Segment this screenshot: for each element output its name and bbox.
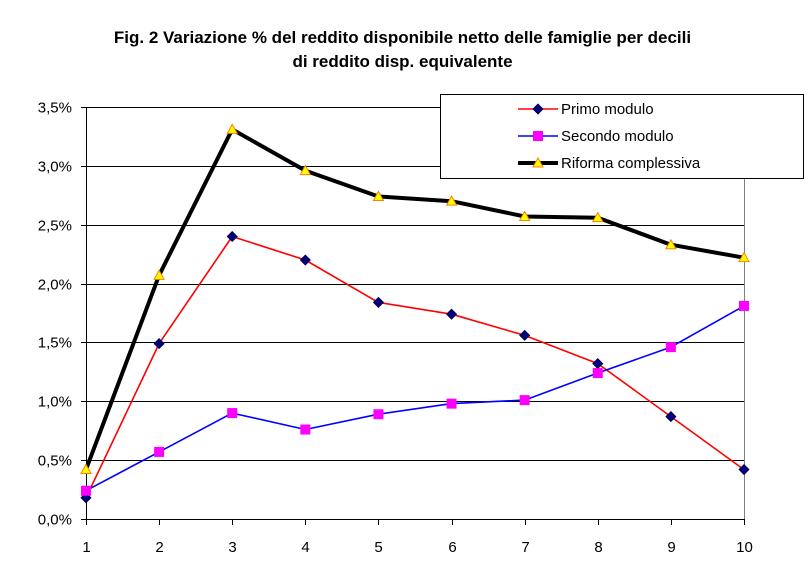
- data-point-secondo-modulo-7: [519, 395, 530, 406]
- legend-label-riforma-complessiva: Riforma complessiva: [561, 155, 701, 172]
- data-point-primo-modulo-9: [665, 411, 677, 423]
- legend-marker-riforma-complessiva: [532, 156, 544, 168]
- series-lines: [84, 127, 745, 499]
- y-tick-label-7: 3,5%: [38, 100, 72, 117]
- data-point-riforma-complessiva-1: [80, 463, 92, 475]
- legend-marker-secondo-modulo: [533, 131, 543, 141]
- data-point-primo-modulo-6: [445, 308, 458, 320]
- data-point-secondo-modulo-4: [300, 424, 311, 435]
- data-point-primo-modulo-5: [372, 296, 385, 308]
- data-point-secondo-modulo-3: [227, 408, 238, 419]
- legend-label-primo-modulo: Primo modulo: [561, 101, 654, 118]
- data-point-riforma-complessiva-8: [591, 211, 604, 223]
- legend-label-secondo-modulo: Secondo modulo: [561, 128, 674, 145]
- legend-marker-primo-modulo: [532, 103, 544, 115]
- data-point-secondo-modulo-2: [154, 446, 165, 457]
- series-line-riforma-complessiva: [84, 127, 745, 471]
- y-axis-ticks: 0,0% 0,5% 1,0% 1,5% 2,0% 2,5% 3,0% 3,5%: [38, 100, 86, 529]
- y-tick-label-0: 0,0%: [38, 512, 72, 529]
- data-point-secondo-modulo-9: [665, 342, 676, 353]
- x-tick-label-5: 6: [448, 539, 456, 556]
- x-tick-label-7: 8: [594, 539, 602, 556]
- y-tick-label-1: 0,5%: [38, 453, 72, 470]
- chart-title-line-2: di reddito disp. equivalente: [292, 52, 513, 71]
- y-tick-label-6: 3,0%: [38, 159, 72, 176]
- chart-title-line-1: Fig. 2 Variazione % del reddito disponib…: [113, 28, 692, 47]
- data-point-primo-modulo-7: [519, 329, 531, 341]
- data-point-riforma-complessiva-9: [665, 238, 677, 250]
- data-point-riforma-complessiva-6: [445, 195, 458, 206]
- y-tick-label-5: 2,5%: [38, 218, 72, 235]
- data-point-secondo-modulo-10: [739, 300, 749, 311]
- series-line-primo-modulo: [85, 235, 745, 499]
- data-point-riforma-complessiva-4: [299, 164, 312, 176]
- legend-box: [440, 94, 804, 179]
- data-point-riforma-complessiva-7: [518, 210, 531, 221]
- data-point-riforma-complessiva-5: [372, 190, 385, 201]
- y-tick-label-4: 2,0%: [38, 277, 72, 294]
- data-point-secondo-modulo-5: [373, 409, 384, 420]
- x-tick-label-9: 10: [736, 539, 753, 556]
- x-tick-label-0: 1: [82, 539, 90, 556]
- x-tick-label-4: 5: [374, 539, 382, 556]
- x-tick-label-8: 9: [667, 539, 675, 556]
- data-point-primo-modulo-2: [153, 338, 165, 350]
- x-tick-label-1: 2: [155, 539, 163, 556]
- data-point-secondo-modulo-8: [592, 368, 603, 379]
- y-tick-label-2: 1,0%: [38, 394, 72, 411]
- x-tick-label-3: 4: [301, 539, 309, 556]
- chart-title: Fig. 2 Variazione % del reddito disponib…: [0, 26, 805, 74]
- legend: Primo modulo Secondo modulo Riforma comple…: [440, 94, 804, 179]
- data-point-primo-modulo-3: [226, 230, 238, 243]
- data-point-primo-modulo-10: [738, 463, 750, 476]
- y-tick-label-3: 1,5%: [38, 335, 72, 352]
- data-point-riforma-complessiva-3: [226, 123, 239, 134]
- data-point-secondo-modulo-1: [81, 485, 91, 496]
- data-point-riforma-complessiva-10: [738, 251, 750, 263]
- data-point-secondo-modulo-6: [446, 398, 457, 409]
- data-point-riforma-complessiva-2: [153, 269, 165, 280]
- series-markers: [80, 123, 750, 504]
- x-axis-ticks: 1 2 3 4 5 6 7 8 9 10: [82, 519, 753, 556]
- x-tick-label-2: 3: [228, 539, 236, 556]
- x-tick-label-6: 7: [521, 539, 529, 556]
- data-point-primo-modulo-4: [299, 254, 311, 266]
- series-line-secondo-modulo: [85, 305, 745, 492]
